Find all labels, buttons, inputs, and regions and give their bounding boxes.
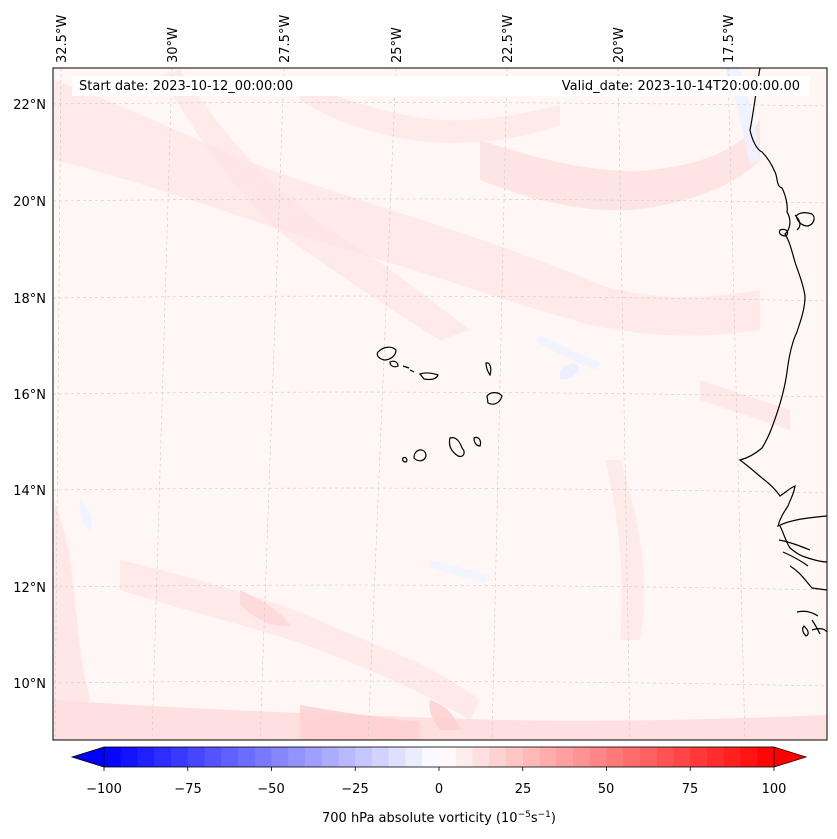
colorbar-segment [187,747,206,767]
lat-label: 22°N [13,98,46,113]
colorbar-segment [137,747,155,767]
colorbar-tick-label: 25 [515,782,532,797]
map-frame [52,67,828,741]
colorbar-segment [221,747,239,767]
lat-label: 20°N [13,195,46,210]
colorbar-segment [673,747,691,767]
colorbar-segment [171,747,189,767]
colorbar-tick-label: 50 [598,782,615,797]
colorbar-segment [606,747,624,767]
colorbar-segment [355,747,373,767]
lon-label: 32.5°W [55,15,70,63]
africa-coastline [738,68,827,528]
colorbar-segment [640,747,658,767]
lon-label: 25°W [390,27,405,63]
lon-label: 20°W [612,27,627,63]
colorbar-segment [254,747,273,767]
colorbar-segment [522,747,541,767]
start-date-label: Start date: 2023-10-12_00:00:00 [79,79,293,94]
colorbar-segment [439,747,457,767]
colorbar-segment [556,747,574,767]
colorbar-segment [455,747,474,767]
colorbar-segment [656,747,675,767]
colorbar-tick-label: 100 [762,782,787,797]
valid-date-label: Valid_date: 2023-10-14T20:00:00.00 [562,79,800,94]
colorbar-segment [757,747,775,767]
lat-label: 12°N [13,581,46,596]
colorbar-min-extend [70,746,105,768]
lat-label: 14°N [13,484,46,499]
colorbar-segment [154,747,172,767]
colorbar-tick-label: 75 [682,782,699,797]
colorbar-segment [388,747,407,767]
colorbar-segment [271,747,289,767]
colorbar-segment [707,747,725,767]
colorbar-segment [690,747,708,767]
colorbar-segment [489,747,507,767]
colorbar-segment [539,747,557,767]
colorbar-tick-label: −50 [257,782,284,797]
colorbar-segment [472,747,490,767]
colorbar-segment [372,747,390,767]
colorbar-segment [740,747,758,767]
coastlines [738,68,827,637]
colorbar-tick-label: −100 [86,782,122,797]
vorticity-field [53,68,827,740]
lat-label: 18°N [13,292,46,307]
colorbar-tick-labels: −100 −75 −50 −25 0 25 50 75 100 [86,782,786,797]
header-strip [72,76,810,96]
lon-label: 30°W [166,27,181,63]
colorbar-tick-label: −75 [174,782,201,797]
colorbar-segment [288,747,306,767]
colorbar-segment [589,747,608,767]
colorbar-max-extend [773,746,808,768]
colorbar-segment [573,747,591,767]
colorbar-segment [506,747,524,767]
colorbar-segment [305,747,323,767]
colorbar-tick-label: −25 [341,782,368,797]
lon-label: 27.5°W [278,15,293,63]
lat-label: 10°N [13,677,46,692]
colorbar-label: 700 hPa absolute vorticity (10−5s−1) [322,810,556,826]
colorbar-segments [104,747,775,767]
colorbar-segment [120,747,139,767]
colorbar-segment [204,747,222,767]
colorbar-segment [104,747,122,767]
colorbar-segment [405,747,423,767]
colorbar-ticks [103,767,775,771]
colorbar-segment [623,747,641,767]
colorbar-segment [338,747,356,767]
latitude-labels: 22°N 20°N 18°N 16°N 14°N 12°N 10°N [13,98,46,692]
map-panel: Start date: 2023-10-12_00:00:00 Valid_da… [52,67,828,741]
longitude-labels: 32.5°W 30°W 27.5°W 25°W 22.5°W 20°W 17.5… [55,15,737,63]
cape-verde-islands [376,346,503,463]
lat-label: 16°N [13,388,46,403]
colorbar-segment [238,747,256,767]
colorbar-tick-label: 0 [435,782,443,797]
colorbar-segment [321,747,340,767]
lon-label: 17.5°W [722,15,737,63]
colorbar-segment [723,747,742,767]
colorbar-segment [422,747,440,767]
gridlines [53,68,827,740]
colorbar: −100 −75 −50 −25 0 25 50 75 100 700 hPa … [70,746,808,826]
lon-label: 22.5°W [501,15,516,63]
